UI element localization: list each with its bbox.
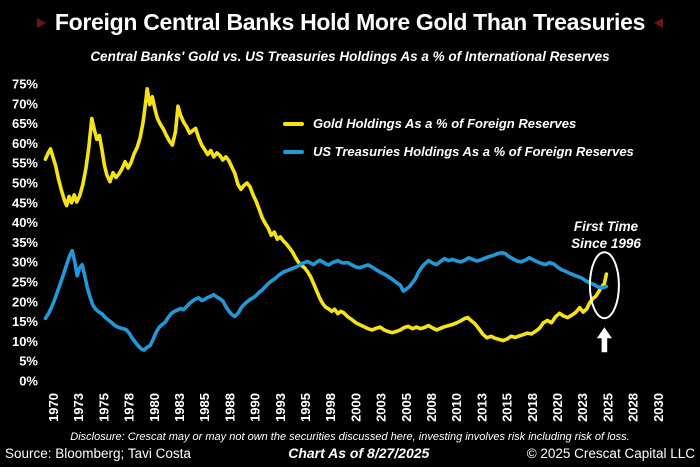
y-axis-tick: 60% [12, 136, 38, 151]
legend-item-gold: Gold Holdings As a % of Foreign Reserves [283, 115, 634, 132]
x-axis-tick: 2008 [424, 393, 439, 422]
footer-chart-as-of: Chart As of 8/27/2025 [288, 445, 430, 461]
x-axis-tick: 1980 [147, 393, 162, 422]
x-axis-tick: 1988 [222, 393, 237, 422]
x-axis-tick: 1985 [197, 393, 212, 422]
x-axis-tick: 1993 [273, 393, 288, 422]
y-axis-tick: 65% [12, 116, 38, 131]
annotation-first-time: First Time Since 1996 [557, 218, 655, 252]
x-axis-tick: 2018 [525, 393, 540, 422]
legend: Gold Holdings As a % of Foreign Reserves… [283, 115, 634, 160]
x-axis-tick: 2003 [374, 393, 389, 422]
x-axis-tick: 2005 [399, 393, 414, 422]
y-axis-tick: 50% [12, 176, 38, 191]
annotation-line-1: First Time [573, 219, 639, 234]
y-axis-tick: 75% [12, 77, 38, 92]
x-axis-tick: 2013 [474, 393, 489, 422]
y-axis-tick: 0% [19, 374, 38, 389]
footer-disclosure: Disclosure: Crescat may or may not own t… [70, 431, 630, 443]
legend-label-treasuries: US Treasuries Holdings As a % of Foreign… [313, 144, 634, 159]
title-row: Foreign Central Banks Hold More Gold Tha… [0, 9, 700, 36]
y-axis-tick: 45% [12, 195, 38, 210]
y-axis-tick: 30% [12, 255, 38, 270]
x-axis-tick: 2030 [651, 393, 666, 422]
x-axis-tick: 2010 [449, 393, 464, 422]
y-axis-tick: 25% [12, 275, 38, 290]
footer-source: Source: Bloomberg; Tavi Costa [5, 446, 191, 461]
x-axis-tick: 2023 [575, 393, 590, 422]
x-axis-tick: 1983 [172, 393, 187, 422]
y-axis-tick: 40% [12, 215, 38, 230]
x-axis-tick: 2028 [626, 393, 641, 422]
y-axis-tick: 70% [12, 96, 38, 111]
x-axis-tick: 1973 [71, 393, 86, 422]
footer-row: Source: Bloomberg; Tavi Costa Chart As o… [0, 445, 700, 461]
x-axis-tick: 1970 [46, 393, 61, 422]
x-axis-tick: 2015 [500, 393, 515, 422]
x-axis-tick: 1998 [323, 393, 338, 422]
gold-line-swatch-icon [283, 121, 304, 126]
legend-item-treasuries: US Treasuries Holdings As a % of Foreign… [283, 143, 634, 160]
chart-subtitle: Central Banks' Gold vs. US Treasuries Ho… [90, 49, 610, 64]
treasuries-line [43, 248, 609, 352]
title-marker-left-icon [36, 17, 46, 28]
plot-area: 75% 70% 65% 60% 55% 50% 45% 40% 35% 30% 25% 20% 15% 1… [12, 77, 666, 422]
y-axis-tick: 15% [12, 314, 38, 329]
y-axis-tick: 35% [12, 235, 38, 250]
highlight-ellipse [588, 251, 620, 320]
x-axis-tick: 2025 [600, 393, 615, 422]
x-axis-tick: 1978 [122, 393, 137, 422]
x-axis-tick: 2000 [348, 393, 363, 422]
y-axis-tick: 5% [19, 354, 38, 369]
title-marker-right-icon [654, 17, 664, 28]
annotation-line-2: Since 1996 [571, 236, 641, 251]
highlight-arrow-icon [596, 327, 612, 353]
y-axis-tick: 10% [12, 334, 38, 349]
chart-title: Foreign Central Banks Hold More Gold Tha… [54, 9, 646, 35]
treasuries-line-swatch-icon [283, 149, 304, 154]
footer-copyright: © 2025 Crescat Capital LLC [526, 446, 695, 461]
x-axis-tick: 1990 [248, 393, 263, 422]
x-axis-tick: 1995 [298, 393, 313, 422]
x-axis-tick: 2020 [550, 393, 565, 422]
y-axis-tick: 20% [12, 294, 38, 309]
x-axis-tick: 1975 [96, 393, 111, 422]
legend-label-gold: Gold Holdings As a % of Foreign Reserves [313, 116, 577, 131]
y-axis-tick: 55% [12, 156, 38, 171]
gold-line [43, 87, 609, 343]
